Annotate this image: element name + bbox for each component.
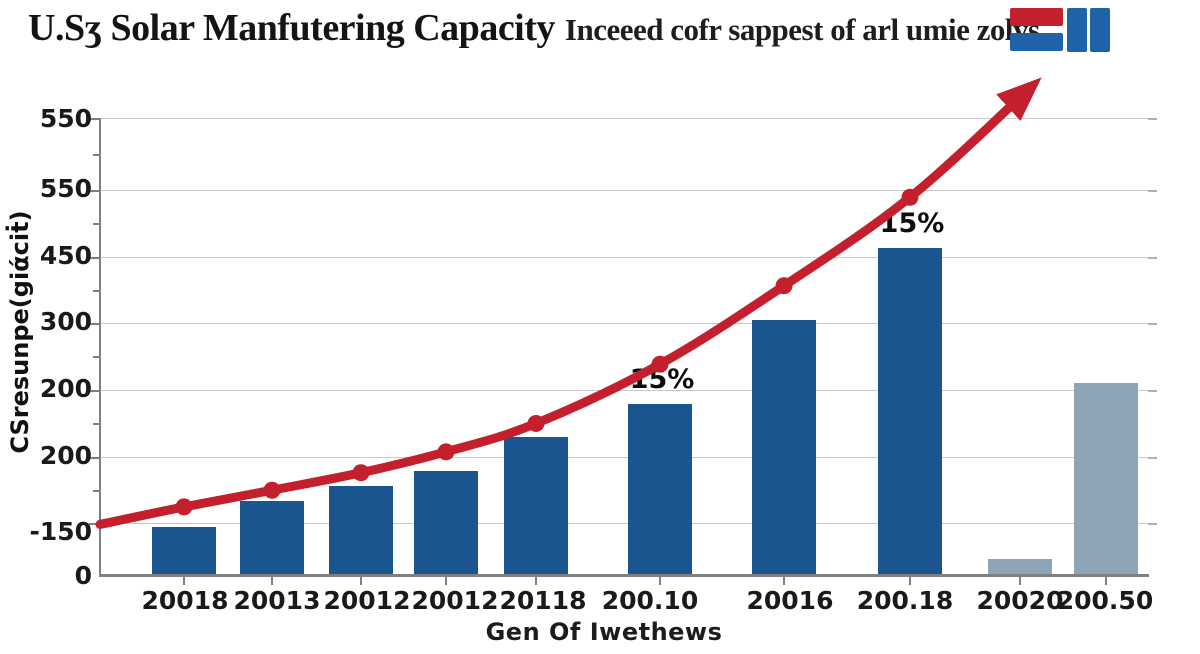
- bar: [878, 248, 942, 577]
- chart-header: U.Sʒ Solar Manfutering Capacity Inceeed c…: [28, 6, 1040, 50]
- y-tick-label: 450: [39, 241, 92, 270]
- x-axis-line: [99, 574, 1149, 577]
- line-marker: [263, 481, 281, 499]
- y-major-tick: [89, 457, 99, 459]
- line-marker: [527, 414, 545, 432]
- chart-subtitle: Inceeed cofr sappest of arl umie zolys: [564, 12, 1040, 47]
- x-tick-label: 200.10: [601, 586, 699, 615]
- gridline: [100, 190, 1148, 191]
- bar: [329, 486, 393, 577]
- gridline: [100, 118, 1148, 119]
- line-marker: [775, 277, 793, 295]
- x-axis-title: Gen Of Iwethews: [485, 618, 723, 646]
- gridline: [100, 323, 1148, 324]
- logo-vertical-bar-2: [1090, 8, 1110, 52]
- x-tick: [783, 577, 785, 585]
- y-tick-label: 200: [39, 374, 92, 403]
- x-tick: [271, 577, 273, 585]
- bar: [152, 527, 216, 577]
- line-marker: [901, 188, 919, 206]
- right-edge-tick: [1148, 323, 1157, 325]
- x-tick-label: 200.50: [1056, 586, 1154, 615]
- y-major-tick: [89, 390, 99, 392]
- right-edge-tick: [1148, 523, 1157, 525]
- y-tick-label: 0: [74, 561, 92, 590]
- line-marker: [437, 443, 455, 461]
- plot-area: 550 550 450 300 200 200 -150 0 20018 20013 20012 20…: [29, 77, 1157, 615]
- right-edge-tick: [1148, 118, 1157, 120]
- growth-trend-line: [95, 77, 1042, 529]
- logo-vertical-bar-1: [1067, 8, 1087, 52]
- x-tick: [659, 577, 661, 585]
- bar: [628, 404, 692, 577]
- x-tick: [183, 577, 185, 585]
- right-edge-tick: [1148, 257, 1157, 259]
- y-major-tick: [89, 118, 99, 120]
- x-tick: [535, 577, 537, 585]
- y-tick-label: 200: [39, 441, 92, 470]
- x-tick: [1019, 577, 1021, 585]
- right-edge-tick: [1148, 457, 1157, 459]
- logo-red-bar: [1010, 8, 1063, 26]
- y-major-tick: [89, 257, 99, 259]
- x-tick-label: 20020: [976, 586, 1064, 615]
- y-minor-tick: [93, 423, 99, 425]
- right-edge-tick: [1148, 190, 1157, 192]
- x-tick-label: 20118: [499, 586, 587, 615]
- x-tick-label: 20016: [746, 586, 834, 615]
- y-major-tick: [89, 190, 99, 192]
- bar: [752, 320, 816, 577]
- x-tick: [1105, 577, 1107, 585]
- line-marker: [175, 498, 193, 516]
- y-tick-label: 550: [39, 174, 92, 203]
- x-tick: [445, 577, 447, 585]
- y-minor-tick: [93, 490, 99, 492]
- y-tick-label: 300: [39, 307, 92, 336]
- line-marker: [651, 355, 669, 373]
- x-tick: [360, 577, 362, 585]
- x-tick-label: 20012: [323, 586, 411, 615]
- logo-blue-bar: [1010, 33, 1063, 51]
- gridline: [100, 257, 1148, 258]
- y-tick-label: -150: [29, 517, 92, 546]
- x-tick: [909, 577, 911, 585]
- bar: [240, 501, 304, 577]
- x-tick-label: 20018: [141, 586, 229, 615]
- line-marker: [352, 464, 370, 482]
- y-major-tick: [89, 523, 99, 525]
- y-minor-tick: [93, 356, 99, 358]
- right-edge-tick: [1148, 390, 1157, 392]
- bar: [504, 437, 568, 577]
- y-major-tick: [89, 323, 99, 325]
- y-minor-tick: [93, 154, 99, 156]
- gridline: [100, 390, 1148, 391]
- chart-title: U.Sʒ Solar Manfutering Capacity: [28, 7, 555, 49]
- y-minor-tick: [93, 223, 99, 225]
- bar: [1074, 383, 1138, 577]
- y-tick-label: 550: [39, 104, 92, 133]
- bar: [414, 471, 478, 577]
- y-axis-spine: [99, 118, 101, 577]
- gridline: [100, 457, 1148, 458]
- y-minor-tick: [93, 290, 99, 292]
- x-tick-label: 200.18: [856, 586, 954, 615]
- x-tick-label: 20013: [233, 586, 321, 615]
- gridline: [100, 523, 1148, 524]
- bar: [988, 559, 1052, 577]
- x-tick-label: 20012: [411, 586, 499, 615]
- trend-path: [95, 77, 1042, 529]
